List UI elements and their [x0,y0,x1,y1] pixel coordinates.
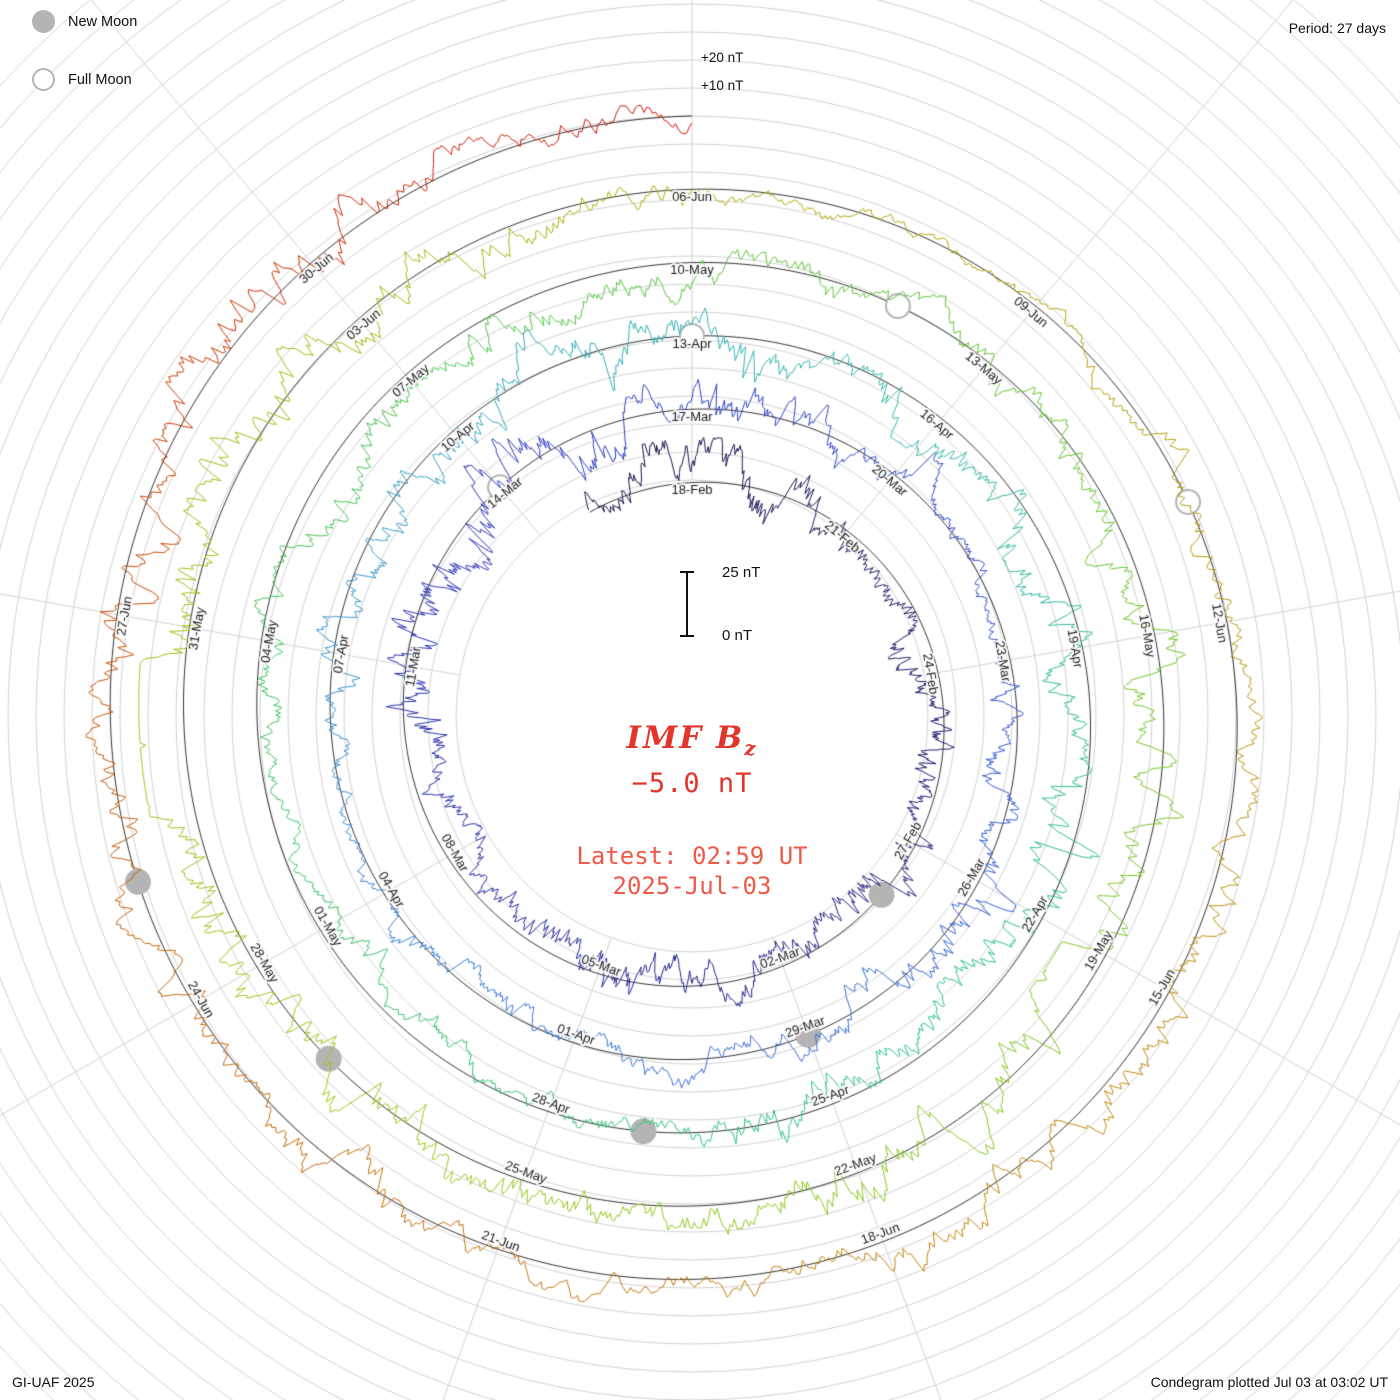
series-title-main: IMF B [626,720,745,756]
latest-timestamp: Latest: 02:59 UT 2025-Jul-03 [392,841,992,901]
full-moon-icon [32,68,55,91]
center-annotation: IMF Bz −5.0 nT Latest: 02:59 UT 2025-Jul… [392,720,992,901]
new-moon-label: New Moon [68,13,138,30]
radial-tick-plus10: +10 nT [701,78,744,93]
scalebar-bottom-label: 0 nT [722,627,753,644]
series-title-sub: z [744,736,758,761]
amplitude-scalebar [680,571,694,637]
period-label: Period: 27 days [1288,20,1386,36]
plotted-timestamp: Condegram plotted Jul 03 at 03:02 UT [1150,1374,1388,1390]
radial-tick-plus20: +20 nT [701,50,744,65]
legend-new-moon: New Moon [32,10,137,33]
new-moon-icon [32,10,55,33]
full-moon-label: Full Moon [68,71,132,88]
credit-label: GI-UAF 2025 [12,1374,95,1390]
scalebar-bottom-cap [680,635,694,637]
latest-value: −5.0 nT [631,768,753,800]
latest-date-line: 2025-Jul-03 [612,872,772,901]
legend-full-moon: Full Moon [32,68,132,91]
series-title: IMF Bz [392,720,992,760]
scalebar-line [686,571,688,637]
latest-time-line: Latest: 02:59 UT [576,842,808,871]
scalebar-top-label: 25 nT [722,564,761,581]
